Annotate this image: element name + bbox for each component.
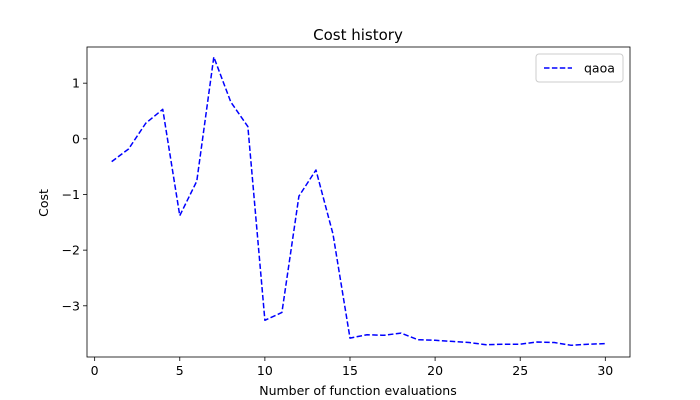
x-tick-label-15: 15 (342, 363, 358, 378)
series-line-qaoa (111, 56, 606, 347)
y-tick-label-1: 1 (72, 76, 80, 91)
x-tick-label-30: 30 (597, 363, 613, 378)
x-tick-label-10: 10 (257, 363, 273, 378)
y-axis-label: Cost (36, 189, 51, 217)
plot-background (87, 47, 630, 357)
x-axis-label: Number of function evaluations (259, 383, 457, 398)
x-tick-label-20: 20 (427, 363, 443, 378)
legend-box (535, 53, 624, 83)
plot-frame (86, 46, 631, 358)
chart-title: Cost history (313, 26, 403, 44)
legend: qaoa (535, 53, 624, 83)
x-tick-label-0: 0 (91, 363, 99, 378)
y-tick-label-0: 0 (72, 131, 80, 146)
x-tick-label-5: 5 (176, 363, 184, 378)
y-axis-ticks: 1 0 −1 −2 −3 (62, 76, 87, 313)
legend-label-qaoa: qaoa (584, 61, 615, 76)
plot-area (86, 46, 631, 358)
y-tick-label--2: −2 (62, 243, 80, 258)
x-tick-label-25: 25 (512, 363, 528, 378)
y-tick-label--3: −3 (62, 298, 80, 313)
y-tick-label--1: −1 (62, 187, 80, 202)
x-axis-ticks: 0 5 10 15 20 25 30 (91, 357, 613, 378)
